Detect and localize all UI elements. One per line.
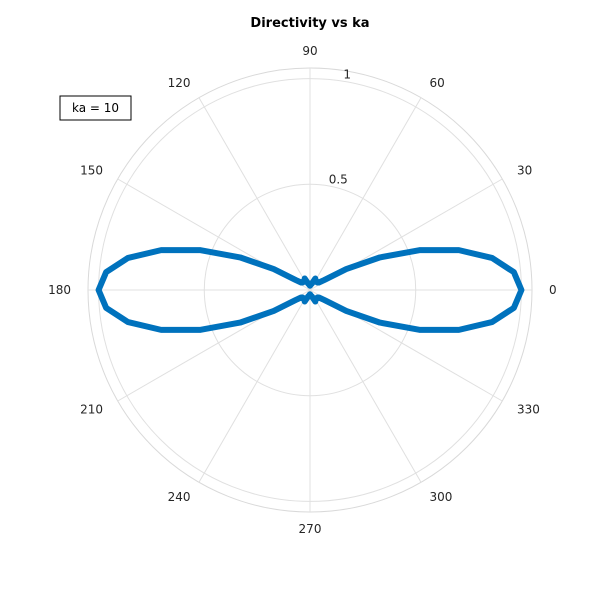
theta-tick-label: 180 bbox=[48, 283, 71, 297]
theta-tick-label: 210 bbox=[80, 403, 103, 417]
theta-tick-labels: 0 30 60 90 120 150 180 210 240 270 300 330 bbox=[48, 44, 557, 536]
legend-label: ka = 10 bbox=[72, 101, 119, 115]
theta-tick-label: 60 bbox=[430, 76, 445, 90]
chart-title: Directivity vs ka bbox=[250, 16, 369, 31]
r-tick-label: 1 bbox=[343, 68, 351, 82]
theta-tick-label: 240 bbox=[168, 490, 191, 504]
theta-grid-spoke bbox=[198, 289, 311, 483]
theta-tick-label: 300 bbox=[430, 490, 453, 504]
theta-tick-label: 120 bbox=[168, 76, 191, 90]
r-tick-labels: 0.51 bbox=[329, 68, 351, 187]
theta-grid-spoke bbox=[309, 97, 422, 291]
legend: ka = 10 bbox=[59, 95, 132, 121]
theta-grid-spoke bbox=[198, 97, 311, 291]
theta-tick-label: 270 bbox=[299, 522, 322, 536]
polar-grid bbox=[87, 67, 533, 513]
theta-tick-label: 0 bbox=[549, 283, 557, 297]
series-line bbox=[95, 247, 525, 333]
r-tick-label: 0.5 bbox=[329, 172, 348, 186]
theta-tick-label: 330 bbox=[517, 403, 540, 417]
theta-tick-label: 90 bbox=[302, 44, 317, 58]
theta-tick-label: 30 bbox=[517, 164, 532, 178]
legend-box bbox=[59, 95, 132, 121]
theta-tick-label: 150 bbox=[80, 164, 103, 178]
theta-grid-spoke bbox=[309, 289, 422, 483]
series-layer bbox=[95, 247, 525, 333]
